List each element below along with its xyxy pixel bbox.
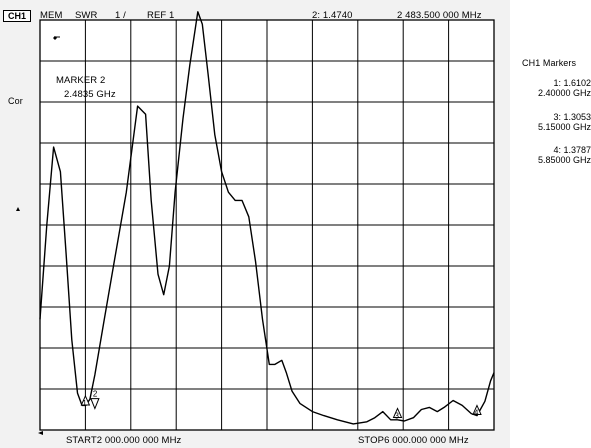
- marker-1-value: 1: 1.6102: [553, 78, 591, 88]
- correction-label: Cor: [8, 96, 23, 106]
- trace-layer: [39, 11, 495, 425]
- marker-readout-freq: 2 483.500 000 MHz: [397, 10, 482, 21]
- decor-layer: [16, 36, 60, 435]
- trace-line: [39, 11, 495, 425]
- reference-pointer-icon: [16, 206, 20, 212]
- marker-3-freq: 5.15000 GHz: [537, 122, 591, 132]
- marker-3-label: 3: [395, 411, 400, 420]
- marker-4-label: 4: [474, 408, 479, 417]
- marker-4-value: 4: 1.3787: [553, 145, 591, 155]
- channel-badge[interactable]: CH1: [3, 10, 31, 22]
- marker-layer: 12 3 4: [80, 390, 482, 420]
- marker-1-label: 1: [82, 399, 87, 408]
- marker-2-label: 2: [93, 390, 98, 399]
- marker-1-freq: 2.40000 GHz: [537, 88, 591, 98]
- markers-panel-title: CH1 Markers: [522, 58, 577, 68]
- stop-frequency-label: STOP6 000.000 000 MHz: [358, 435, 469, 446]
- start-frequency-label: START2 000.000 000 MHz: [66, 435, 182, 446]
- marker-2-triangle: [90, 398, 100, 410]
- grid: [39, 19, 495, 431]
- marker-box-freq: 2.4835 GHz: [64, 89, 116, 100]
- markers-panel-entry: 4: 1.3787 5.85000 GHz: [521, 145, 591, 165]
- marker-4-freq: 5.85000 GHz: [537, 155, 591, 165]
- format-label: SWR: [75, 10, 98, 21]
- marker-3-value: 3: 1.3053: [553, 112, 591, 122]
- markers-panel-entry: 3: 1.3053 5.15000 GHz: [521, 112, 591, 132]
- marker-box-title: MARKER 2: [56, 75, 106, 86]
- mem-label: MEM: [40, 10, 63, 21]
- markers-panel-entry: 1: 1.6102 2.40000 GHz: [521, 78, 591, 98]
- marker-3-triangle: [392, 407, 403, 418]
- scale-label: 1 /: [115, 10, 126, 21]
- ref-label: REF 1: [147, 10, 175, 21]
- marker-1-triangle: [80, 394, 91, 406]
- marker-readout-value: 2: 1.4740: [312, 10, 353, 21]
- marker-4-triangle: [472, 404, 482, 415]
- reference-position-icon: [38, 431, 43, 435]
